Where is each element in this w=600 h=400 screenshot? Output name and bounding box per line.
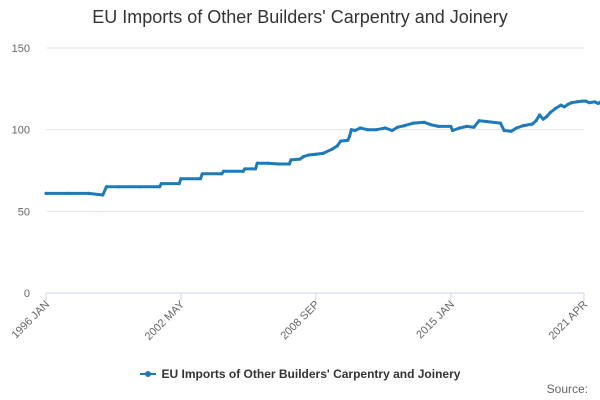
data-point [353, 128, 357, 133]
data-point [307, 153, 311, 157]
series-line [44, 99, 600, 197]
data-point [530, 122, 535, 126]
legend[interactable]: EU Imports of Other Builders' Carpentry … [0, 364, 600, 381]
legend-item[interactable]: EU Imports of Other Builders' Carpentry … [139, 367, 461, 381]
data-point [339, 139, 343, 143]
data-point [390, 128, 394, 133]
data-point [509, 129, 513, 133]
data-point [498, 121, 503, 125]
data-point [584, 99, 588, 103]
data-point [287, 162, 291, 166]
data-point [436, 124, 440, 128]
data-point [101, 193, 105, 197]
y-tick-label: 150 [12, 43, 30, 55]
data-point [158, 185, 162, 189]
data-point [472, 125, 476, 129]
data-point [179, 177, 183, 181]
data-point [477, 119, 481, 123]
data-point [541, 117, 545, 121]
data-point [117, 185, 121, 189]
data-point [222, 169, 226, 173]
data-point [289, 158, 293, 162]
data-point [545, 115, 549, 119]
data-point [200, 172, 204, 176]
data-point [593, 100, 597, 104]
data-point [321, 151, 325, 155]
data-point [346, 138, 350, 142]
data-point [138, 185, 142, 189]
data-point [65, 191, 69, 195]
data-point [87, 191, 91, 195]
data-point [365, 128, 369, 132]
data-point [548, 110, 552, 115]
data-point [220, 172, 224, 176]
data-point [458, 126, 462, 130]
data-point [374, 128, 378, 132]
data-point [277, 162, 281, 166]
data-point [253, 167, 258, 171]
data-point [575, 100, 579, 104]
data-point [383, 126, 387, 130]
data-point [348, 134, 352, 138]
x-tick-label: 2002 MAY [143, 298, 188, 343]
data-point [159, 182, 163, 186]
y-tick-label: 100 [12, 125, 30, 137]
data-point [449, 124, 453, 128]
y-tick-label: 50 [18, 206, 30, 218]
data-point [335, 144, 339, 148]
data-point [314, 152, 318, 156]
data-point [514, 126, 519, 130]
data-point [301, 155, 306, 159]
data-point [580, 99, 584, 103]
data-point [522, 124, 526, 128]
data-point [396, 125, 400, 129]
data-point [502, 128, 506, 133]
data-point [358, 126, 362, 130]
data-point [451, 128, 455, 133]
data-point [484, 119, 488, 124]
source-label: Source: [546, 382, 588, 396]
data-point [349, 128, 353, 132]
chart-title: EU Imports of Other Builders' Carpentry … [92, 7, 508, 27]
data-point [241, 169, 245, 173]
x-tick-label: 1996 JAN [9, 299, 52, 342]
data-point [104, 185, 108, 189]
data-point [587, 101, 591, 105]
data-point [411, 121, 416, 125]
data-point [330, 147, 334, 151]
data-point [44, 191, 48, 195]
data-point [465, 124, 469, 128]
data-point [403, 124, 407, 128]
legend-label: EU Imports of Other Builders' Carpentry … [161, 367, 461, 381]
data-point [177, 182, 181, 186]
legend-swatch [139, 371, 156, 377]
data-point [298, 157, 302, 161]
data-point [566, 102, 570, 106]
data-point [538, 113, 542, 117]
data-point [534, 119, 538, 123]
data-point [596, 101, 600, 106]
data-point [266, 161, 270, 165]
data-point [559, 103, 563, 107]
data-point [554, 106, 558, 110]
x-tick-label: 2015 JAN [414, 299, 457, 342]
data-point [198, 177, 203, 181]
data-point [429, 123, 433, 127]
x-tick-label: 2021 APR [547, 299, 591, 343]
data-point [562, 105, 567, 109]
data-point [422, 120, 426, 124]
data-point [243, 167, 247, 171]
data-point [570, 101, 574, 105]
x-tick-label: 2008 SEP [278, 299, 322, 343]
y-tick-label: 0 [24, 288, 30, 300]
data-point [255, 161, 259, 165]
